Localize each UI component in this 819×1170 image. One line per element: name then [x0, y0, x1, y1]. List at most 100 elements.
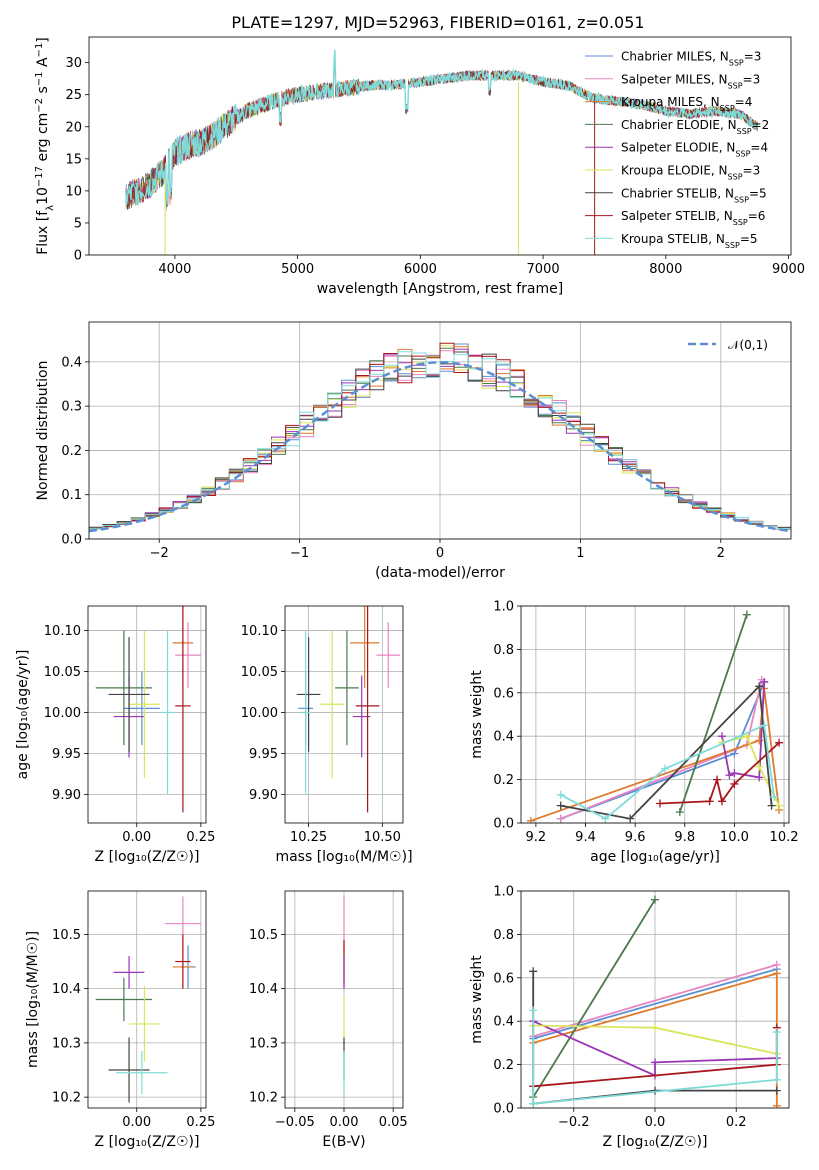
- y-tick-label: 9.90: [52, 788, 81, 803]
- x-axis-label: mass [log₁₀(M/M☉)]: [275, 849, 412, 865]
- y-axis-label: mass weight: [469, 670, 485, 759]
- legend-value: =3: [743, 72, 761, 86]
- plot-area: [89, 342, 791, 533]
- x-tick-label: 6000: [404, 262, 437, 277]
- x-axis-label: wavelength [Angstrom, rest frame]: [317, 281, 563, 297]
- weight-marker: [626, 814, 635, 823]
- legend-entry: Salpeter MILES, NSSP=3: [621, 72, 760, 90]
- y-axis-label-part: −1: [34, 43, 45, 58]
- y-axis-label: mass [log₁₀(M/M☉)]: [25, 931, 41, 1068]
- y-tick-label: 10.5: [52, 928, 81, 943]
- y-tick-label: 0.4: [493, 1015, 514, 1030]
- x-axis-label: (data-model)/error: [375, 565, 505, 581]
- y-tick-label: 1.0: [493, 600, 514, 615]
- x-tick-label: 7000: [527, 262, 560, 277]
- weight-marker: [651, 1023, 659, 1032]
- age-vs-Z-panel: 0.00 0.25 9.90 9.95 10.00 10.05 10.10 Z [log₁₀(…: [15, 605, 215, 865]
- weight-marker: [713, 775, 722, 784]
- legend-value: =2: [752, 118, 770, 132]
- x-tick-label: 0.00: [122, 1115, 151, 1130]
- legend-entry: Salpeter STELIB, NSSP=6: [621, 209, 765, 227]
- weight-marker: [556, 814, 565, 823]
- x-tick-label: −0.2: [558, 1115, 590, 1130]
- y-tick-label: 0.0: [493, 1102, 514, 1117]
- y-tick-label: 1.0: [493, 885, 514, 900]
- y-tick-label: 20: [65, 120, 82, 135]
- y-axis-label-part: A: [35, 57, 51, 71]
- y-axis-label: Flux [fλ10−17 erg cm−2 s−1 A−1]: [34, 37, 56, 255]
- residuals-panel: −2 −1 0 1 2 0.0 0.1 0.2 0.3 0.4 (data-model)/error…: [35, 321, 792, 581]
- x-tick-label: −1: [290, 546, 309, 561]
- y-axis-label-part: s: [35, 86, 51, 98]
- weight-marker: [775, 801, 784, 810]
- legend-series-name: Kroupa STELIB, N: [621, 232, 725, 246]
- x-tick-label: 10.25: [290, 830, 327, 845]
- y-tick-label: 10.4: [249, 982, 278, 997]
- legend-subscript: SSP: [725, 240, 740, 249]
- y-axis-label: mass weight: [469, 955, 485, 1044]
- y-tick-label: 9.95: [249, 747, 278, 762]
- weight-marker: [660, 764, 669, 773]
- legend-series-name: Chabrier ELODIE, N: [621, 118, 737, 132]
- axes-frame: [284, 605, 404, 824]
- legend-subscript: SSP: [728, 81, 743, 90]
- y-tick-label: 0.4: [61, 355, 82, 370]
- weight-line: [560, 684, 773, 820]
- weight-marker: [730, 749, 739, 758]
- axes-frame: [88, 36, 792, 256]
- x-tick-label: 9000: [772, 262, 805, 277]
- weight-marker: [755, 773, 764, 782]
- legend-value: =5: [740, 232, 758, 246]
- y-tick-label: 10.05: [44, 665, 81, 680]
- x-tick-label: 0: [436, 546, 444, 561]
- legend-entry: Kroupa MILES, NSSP=4: [621, 95, 752, 113]
- weight-marker: [556, 790, 565, 799]
- weight-line: [659, 742, 780, 805]
- weight-line: [560, 679, 763, 820]
- y-axis-label-part: erg cm: [35, 113, 51, 166]
- x-tick-label: 10.50: [364, 830, 401, 845]
- y-tick-label: 10.00: [241, 706, 278, 721]
- y-axis-label-part: 10: [35, 187, 51, 205]
- legend-series-name: Salpeter MILES, N: [621, 72, 728, 86]
- y-tick-label: 10.05: [241, 665, 278, 680]
- legend-value: =6: [748, 209, 766, 223]
- weight-marker: [725, 771, 734, 780]
- legend-subscript: SSP: [733, 218, 748, 227]
- x-tick-label: 2: [717, 546, 725, 561]
- y-tick-label: 15: [65, 152, 82, 167]
- x-tick-label: 9.2: [526, 830, 547, 845]
- y-tick-label: 10.5: [249, 928, 278, 943]
- y-axis-label-part: Flux [f: [35, 210, 51, 255]
- x-axis-label: Z [log₁₀(Z/Z☉)]: [95, 1134, 200, 1150]
- legend-value: =4: [735, 95, 753, 109]
- y-tick-label: 0.8: [493, 643, 514, 658]
- weight-marker: [675, 808, 684, 817]
- y-tick-label: 0.2: [61, 444, 82, 459]
- legend-series-name: Salpeter STELIB, N: [621, 209, 733, 223]
- weight-marker: [755, 682, 764, 691]
- legend-entry: Chabrier STELIB, NSSP=5: [621, 186, 767, 204]
- y-tick-label: 10.2: [52, 1091, 81, 1106]
- x-tick-label: 10.0: [720, 830, 749, 845]
- age-vs-mass-panel: 10.25 10.50 9.90 9.95 10.00 10.05 10.10 mass [l…: [241, 605, 413, 865]
- plot-area: [95, 606, 201, 813]
- weight-marker: [770, 792, 779, 801]
- normal-curve: [89, 361, 791, 533]
- legend-subscript: SSP: [728, 172, 743, 181]
- x-tick-label: 0.00: [122, 830, 151, 845]
- weight-marker: [651, 895, 659, 904]
- y-tick-label: 0.6: [493, 971, 514, 986]
- x-axis-label: Z [log₁₀(Z/Z☉)]: [603, 1134, 708, 1150]
- y-axis-label-part: −17: [34, 166, 45, 187]
- x-axis-label: E(B-V): [322, 1134, 365, 1150]
- legend-series-name: Kroupa MILES, N: [621, 95, 720, 109]
- weight-marker: [718, 797, 726, 806]
- weight-marker: [529, 1099, 538, 1108]
- plot-area: [529, 895, 781, 1108]
- axes-frame: [520, 605, 790, 824]
- y-tick-label: 30: [65, 56, 82, 71]
- legend-subscript: SSP: [737, 126, 752, 135]
- x-tick-label: 0.25: [186, 1115, 215, 1130]
- axes-frame: [284, 890, 404, 1109]
